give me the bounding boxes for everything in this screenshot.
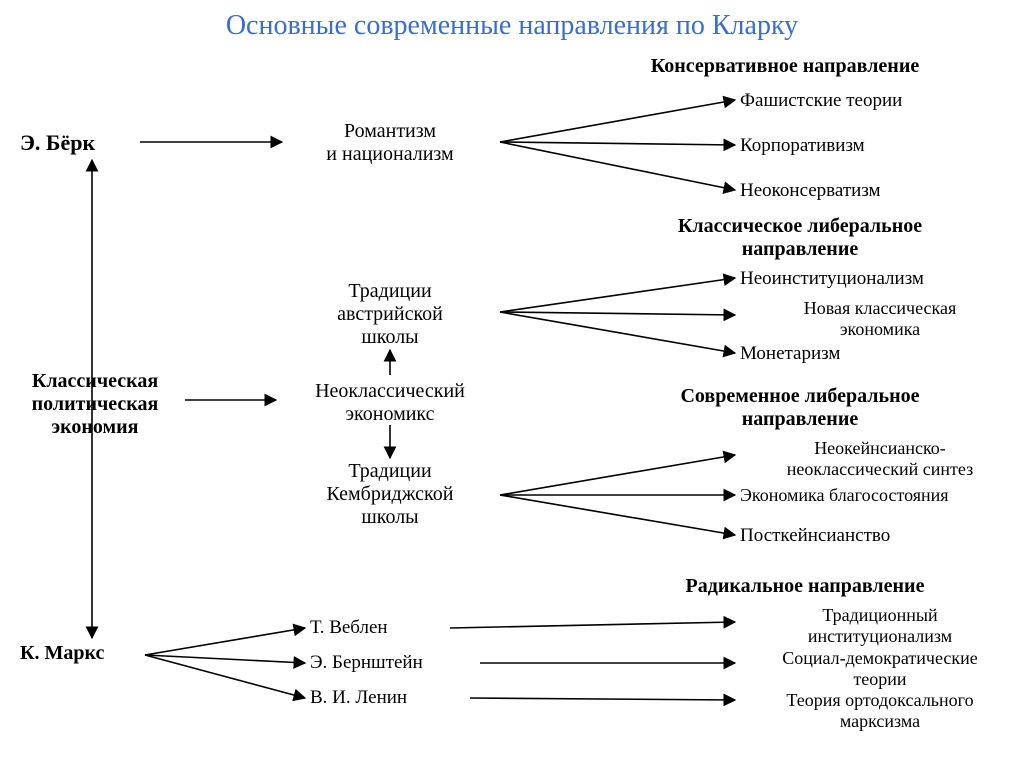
node-newclass: Новая классическаяэкономика xyxy=(740,298,1020,339)
node-synth: Неокейнсианско-неоклассический синтез xyxy=(740,438,1020,479)
node-neoclass: Неоклассическийэкономикс xyxy=(275,380,505,426)
node-tradinst: Традиционныйинституционализм xyxy=(740,605,1020,646)
node-neoinst: Неоинституционализм xyxy=(740,268,1020,290)
node-cambridge: ТрадицииКембриджскойшколы xyxy=(290,460,490,529)
node-veblen: Т. Веблен xyxy=(310,617,490,639)
node-orthodox: Теория ортодоксальногомарксизма xyxy=(740,690,1020,731)
node-h_rad: Радикальное направление xyxy=(600,575,1010,598)
node-socdem: Социал-демократическиетеории xyxy=(740,648,1020,689)
node-romant: Романтизми национализм xyxy=(280,120,500,166)
node-fash: Фашистские теории xyxy=(740,90,1010,112)
node-postkeynes: Посткейнсианство xyxy=(740,525,1020,547)
edge xyxy=(500,455,735,495)
edge xyxy=(450,622,735,628)
edge xyxy=(500,142,735,190)
edge xyxy=(500,142,735,145)
edge xyxy=(500,495,735,535)
node-neocons: Неоконсерватизм xyxy=(740,180,1010,202)
edge xyxy=(500,100,735,142)
node-h_cons: Консервативное направление xyxy=(570,55,1000,78)
edge xyxy=(500,312,735,353)
node-h_clib: Классическое либеральноенаправление xyxy=(590,215,1010,261)
edge xyxy=(500,312,735,315)
node-h_mlib: Современное либеральноенаправление xyxy=(590,385,1010,431)
node-welfare: Экономика благосостояния xyxy=(740,485,1024,506)
node-monet: Монетаризм xyxy=(740,343,1020,365)
node-lenin: В. И. Ленин xyxy=(310,687,510,709)
node-burke: Э. Бёрк xyxy=(20,130,140,155)
edge xyxy=(500,278,735,312)
node-bernstein: Э. Бернштейн xyxy=(310,652,510,674)
node-classical: Классическаяполитическаяэкономия xyxy=(5,370,185,439)
edge xyxy=(145,628,305,655)
node-corp: Корпоративизм xyxy=(740,135,1010,157)
node-austrian: Традицииавстрийскойшколы xyxy=(290,280,490,349)
node-marx: К. Маркс xyxy=(20,642,140,665)
